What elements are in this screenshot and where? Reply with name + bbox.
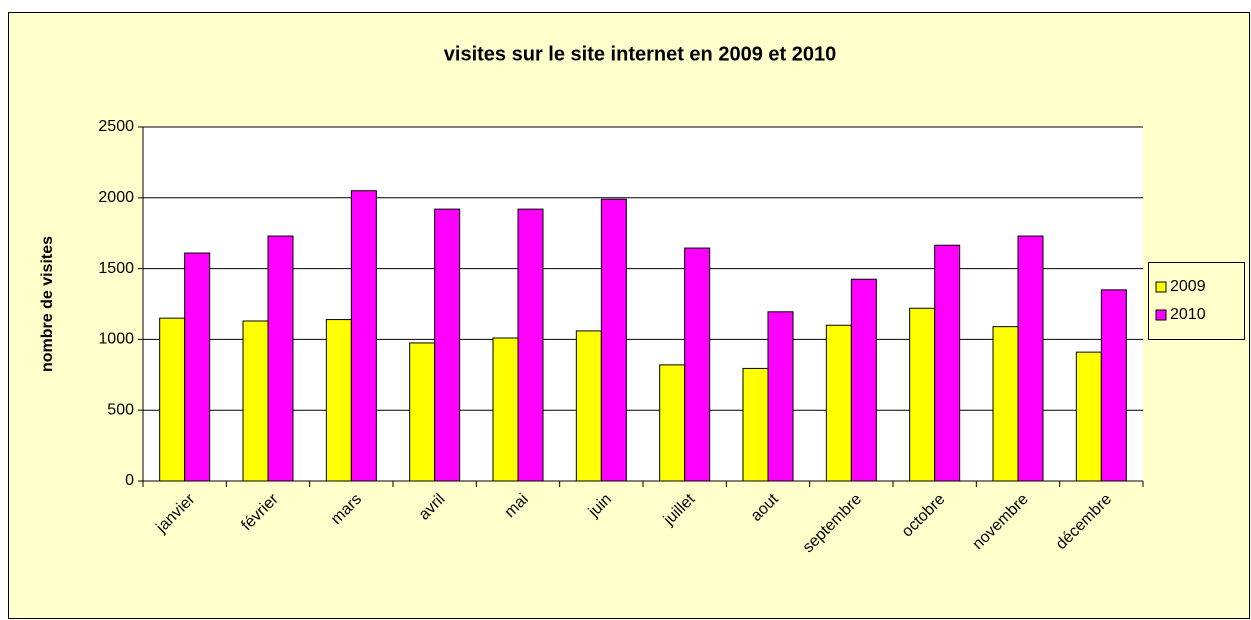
- legend-box: [1148, 262, 1245, 340]
- bar: [492, 337, 519, 482]
- plot-area: [143, 127, 1143, 481]
- y-tick-label: 2000: [98, 189, 134, 206]
- y-axis-label: nombre de visites: [39, 236, 56, 372]
- legend-swatch: [1155, 309, 1167, 321]
- bar: [517, 208, 544, 482]
- y-tick-label: 0: [125, 472, 134, 489]
- bar: [600, 198, 627, 482]
- bar: [1100, 289, 1127, 482]
- bar: [1017, 235, 1044, 482]
- bar: [575, 330, 602, 482]
- bar: [159, 317, 186, 482]
- bar: [742, 367, 769, 482]
- legend-label: 2010: [1170, 306, 1206, 323]
- bar: [850, 278, 877, 482]
- bar: [992, 326, 1019, 482]
- y-tick-label: 500: [107, 401, 134, 418]
- legend-swatch: [1155, 281, 1167, 293]
- bar: [434, 208, 461, 482]
- bar: [242, 320, 269, 482]
- bar: [684, 247, 711, 482]
- legend-label: 2009: [1170, 278, 1206, 295]
- bar: [267, 235, 294, 482]
- bar: [1075, 351, 1102, 482]
- bar: [409, 342, 436, 482]
- chart-title: visites sur le site internet en 2009 et …: [444, 43, 836, 65]
- bar: [659, 364, 686, 482]
- bar: [934, 244, 961, 482]
- bar: [767, 311, 794, 482]
- bar: [184, 252, 211, 482]
- bar: [325, 319, 352, 482]
- bar: [909, 307, 936, 482]
- y-tick-label: 1000: [98, 331, 134, 348]
- bar: [825, 324, 852, 482]
- y-tick-label: 1500: [98, 260, 134, 277]
- y-tick-label: 2500: [98, 118, 134, 135]
- bar: [350, 190, 377, 482]
